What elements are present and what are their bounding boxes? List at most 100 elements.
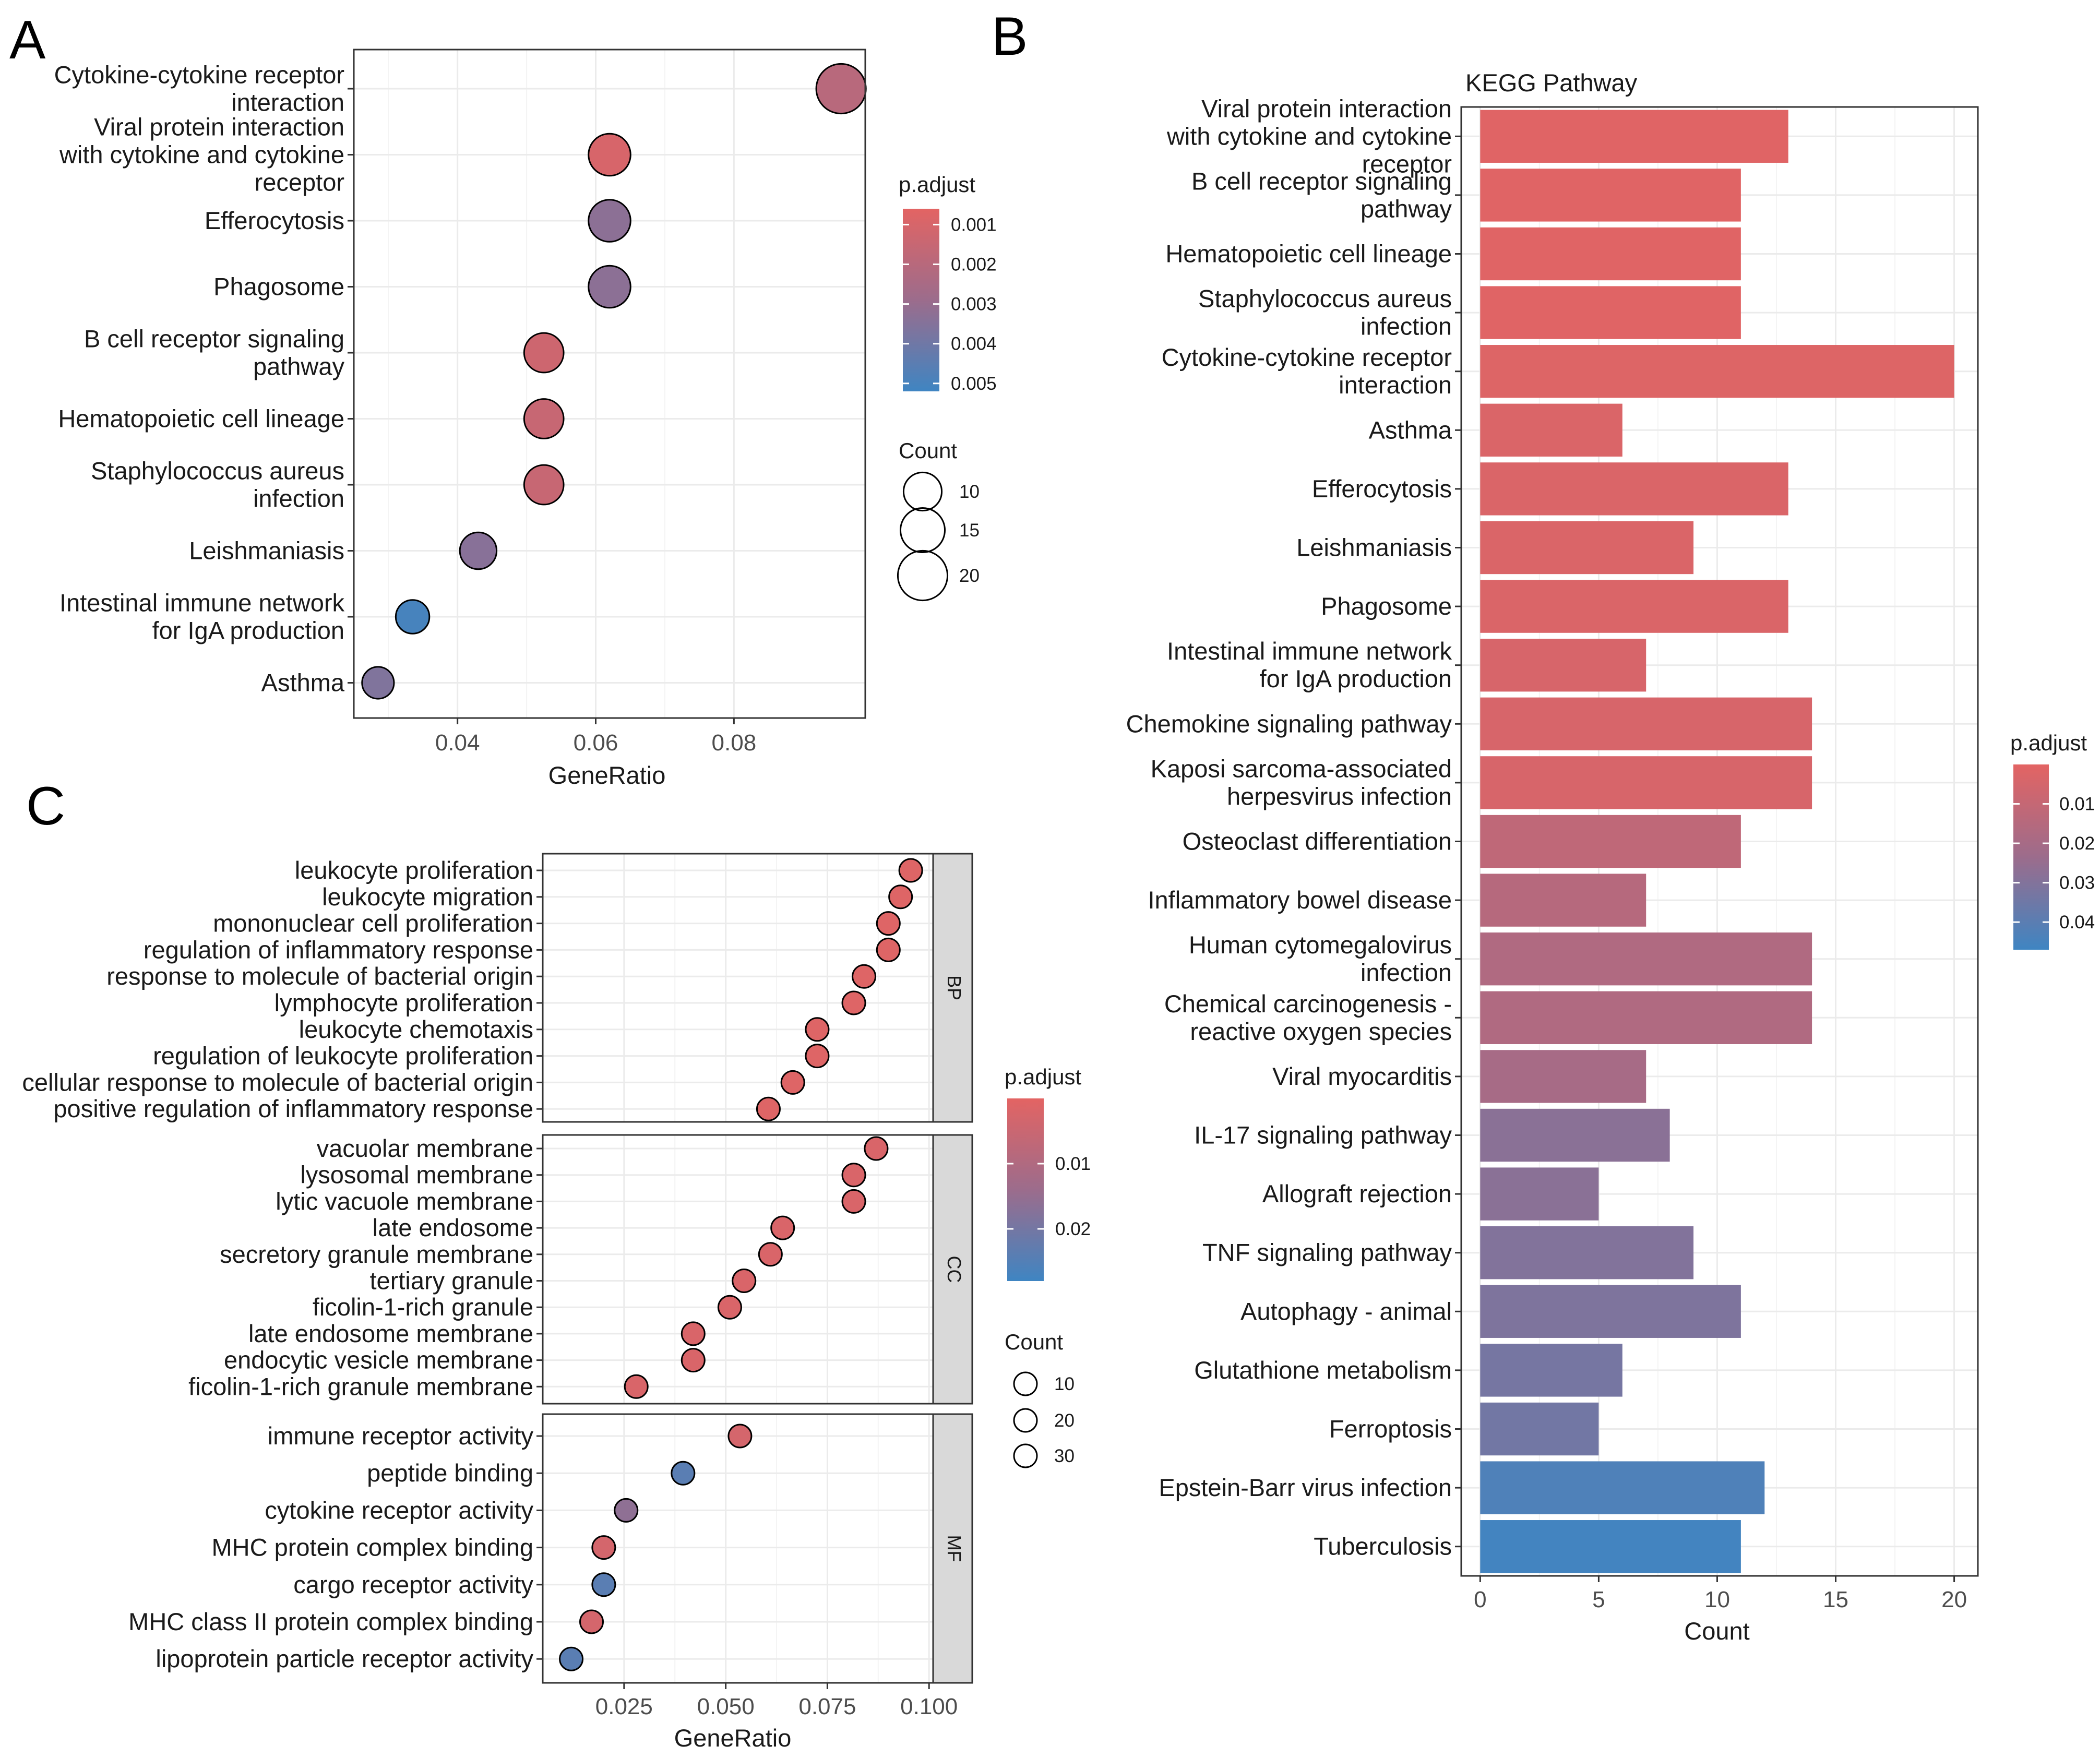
panel-c-strip-label: MF — [944, 1535, 965, 1562]
panel-c-y-label: lytic vacuole membrane — [276, 1187, 533, 1215]
panel-c-size-legend-title: Count — [1005, 1330, 1063, 1354]
panel-b-y-label: Tuberculosis — [1314, 1533, 1452, 1560]
panel-b-y-label-line: receptor — [1362, 150, 1452, 177]
panel-c-y-label: vacuolar membrane — [317, 1134, 533, 1162]
panel-b-y-label-line: pathway — [1361, 195, 1452, 222]
panel-a-x-title: GeneRatio — [548, 761, 666, 789]
panel-c-point — [888, 884, 913, 910]
panel-a-size-legend-key — [897, 549, 949, 602]
panel-a-y-label-line: Intestinal immune network — [59, 589, 344, 617]
panel-b-y-label: Efferocytosis — [1312, 475, 1452, 503]
panel-c-point — [756, 1096, 781, 1121]
panel-b-y-label: Inflammatory bowel disease — [1148, 886, 1452, 914]
panel-c-y-label: cytokine receptor activity — [265, 1496, 533, 1524]
panel-a-y-label-line: Viral protein interaction — [94, 113, 344, 141]
panel-b-y-label-line: Viral myocarditis — [1272, 1062, 1452, 1090]
panel-c-y-label: leukocyte proliferation — [295, 856, 533, 884]
panel-b-y-label: Intestinal immune network for IgA product… — [1167, 637, 1452, 692]
panel-b-y-label: TNF signaling pathway — [1202, 1239, 1452, 1266]
panel-a-dotplot: Cytokine-cytokine receptor interactionVir… — [54, 49, 997, 789]
panel-a-colorbar-label: 0.003 — [951, 294, 997, 315]
panel-c-point — [852, 964, 877, 989]
panel-b-x-tick-label: 15 — [1823, 1587, 1848, 1612]
panel-a-y-label: Intestinal immune network for IgA product… — [59, 589, 344, 644]
panel-c-y-label: positive regulation of inflammatory resp… — [53, 1095, 533, 1122]
panel-letter-b: B — [992, 6, 1028, 67]
panel-b-y-label-line: Glutathione metabolism — [1194, 1356, 1452, 1384]
panel-c-x-tick-label: 0.100 — [900, 1694, 958, 1719]
panel-b-bar — [1480, 227, 1741, 281]
panel-b-bar — [1480, 403, 1622, 457]
panel-c-strip-label: CC — [944, 1256, 965, 1283]
panel-c-point — [876, 937, 901, 962]
panel-c-strip — [932, 1134, 973, 1405]
panel-b-y-label-line: with cytokine and cytokine — [1166, 122, 1452, 150]
panel-c-facet-background — [543, 1135, 933, 1404]
panel-b-y-label: Phagosome — [1321, 592, 1452, 620]
panel-a-point — [523, 464, 565, 506]
panel-c-point — [681, 1348, 706, 1373]
panel-b-x-title: Count — [1684, 1617, 1749, 1645]
panel-b-y-label: Osteoclast differentiation — [1183, 828, 1452, 855]
panel-a-point — [523, 398, 565, 439]
panel-b-y-label-line: interaction — [1339, 371, 1452, 399]
panel-c-colorbar — [1007, 1098, 1044, 1281]
panel-c-point — [805, 1044, 830, 1069]
panel-c-y-label: late endosome — [373, 1214, 533, 1241]
panel-c-y-label: regulation of inflammatory response — [144, 936, 533, 963]
panel-a-point — [588, 265, 631, 309]
panel-b-y-label-line: Hematopoietic cell lineage — [1165, 240, 1452, 268]
panel-a-y-label: B cell receptor signaling pathway — [84, 325, 344, 380]
panel-letter-a: A — [9, 10, 46, 70]
panel-c-y-label: ficolin-1-rich granule membrane — [188, 1372, 533, 1400]
panel-a-point — [361, 666, 395, 700]
panel-a-y-label-line: Leishmaniasis — [189, 537, 344, 565]
panel-b-colorbar — [2013, 764, 2049, 950]
panel-a-colorbar-label: 0.004 — [951, 334, 997, 354]
panel-b-bar — [1480, 1285, 1741, 1338]
panel-b-x-tick-label: 5 — [1592, 1587, 1605, 1612]
panel-b-y-label-line: Osteoclast differentiation — [1183, 828, 1452, 855]
panel-a-x-tick-label: 0.04 — [435, 730, 480, 756]
panel-c-y-label: mononuclear cell proliferation — [213, 910, 533, 937]
panel-c-colorbar-label: 0.01 — [1055, 1154, 1091, 1174]
panel-b-colorbar-label: 0.02 — [2059, 833, 2095, 854]
panel-c-y-label: MHC protein complex binding — [211, 1534, 533, 1561]
panel-c-point — [591, 1535, 616, 1560]
panel-b-y-label-line: Cytokine-cytokine receptor — [1162, 343, 1452, 371]
panel-c-x-tick-label: 0.050 — [697, 1694, 755, 1719]
panel-c-point — [841, 990, 866, 1015]
panel-c-strip-label: BP — [944, 975, 965, 1000]
panel-a-y-label-line: Hematopoietic cell lineage — [58, 405, 344, 433]
panel-c-size-legend-label: 30 — [1054, 1446, 1075, 1466]
panel-c-y-label: lipoprotein particle receptor activity — [156, 1645, 533, 1672]
panel-a-y-label: Staphylococcus aureus infection — [91, 457, 344, 512]
panel-c-y-label: lymphocyte proliferation — [275, 989, 533, 1016]
panel-b-bar — [1480, 110, 1788, 163]
panel-b-y-label-line: Kaposi sarcoma-associated — [1151, 755, 1452, 782]
panel-a-size-legend-title: Count — [899, 438, 957, 463]
panel-b-y-label-line: infection — [1361, 959, 1452, 986]
panel-b-y-label-line: B cell receptor signaling — [1191, 167, 1452, 195]
panel-c-point — [727, 1424, 753, 1449]
panel-b-y-label: Ferroptosis — [1329, 1415, 1452, 1443]
panel-b-colorbar-label: 0.03 — [2059, 873, 2095, 893]
panel-b-y-label-line: Epstein-Barr virus infection — [1159, 1474, 1452, 1501]
panel-a-colorbar-label: 0.001 — [951, 214, 997, 235]
panel-letter-c: C — [26, 776, 65, 836]
panel-b-y-label-line: infection — [1361, 313, 1452, 340]
panel-a-y-label: Efferocytosis — [205, 207, 344, 234]
panel-b-title: KEGG Pathway — [1465, 69, 1638, 97]
panel-b-bar — [1480, 815, 1741, 868]
panel-c-y-label: regulation of leukocyte proliferation — [153, 1042, 533, 1070]
panel-c-size-legend-key — [1013, 1408, 1038, 1433]
panel-b-y-label-line: Phagosome — [1321, 592, 1452, 620]
panel-a-point — [459, 531, 498, 570]
panel-a-legend-title: p.adjust — [899, 172, 975, 197]
panel-b-y-label: Glutathione metabolism — [1194, 1356, 1452, 1384]
panel-b-y-label: Viral protein interaction with cytokine a… — [1166, 94, 1452, 177]
panel-a-colorbar-label: 0.005 — [951, 374, 997, 394]
panel-c-point — [841, 1189, 866, 1214]
panel-b-bar — [1480, 580, 1788, 633]
